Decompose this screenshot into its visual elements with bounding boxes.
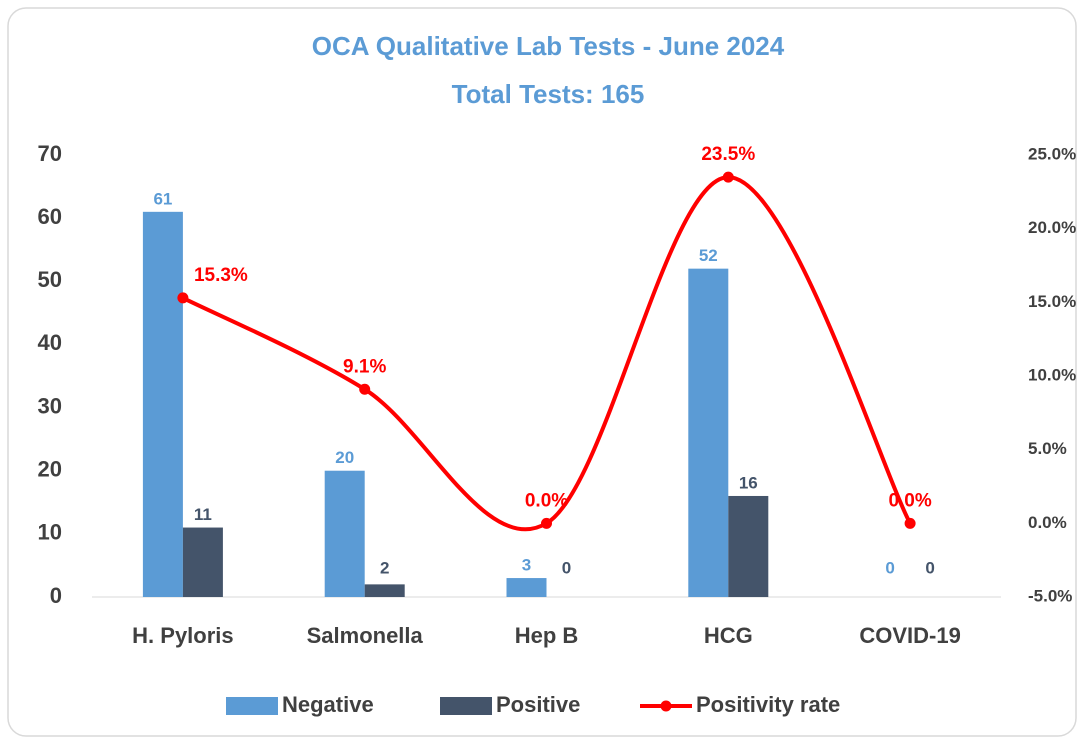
y2-tick-label: 25.0% — [1028, 144, 1076, 163]
line-value-label: 23.5% — [701, 144, 755, 165]
y2-tick-label: 20.0% — [1028, 218, 1076, 237]
y-tick-label: 40 — [38, 330, 62, 355]
bar — [728, 495, 769, 597]
bar — [688, 268, 729, 597]
line — [182, 175, 912, 532]
legend-label: Positivity rate — [696, 692, 840, 717]
legend-label: Negative — [282, 692, 374, 717]
bar-value-label: 2 — [380, 558, 389, 577]
bar-value-label: 11 — [194, 505, 212, 524]
y-tick-label: 20 — [38, 457, 62, 482]
x-tick-label: Hep B — [515, 623, 579, 648]
legend-label: Positive — [496, 692, 580, 717]
line-marker — [722, 171, 734, 183]
bar-value-label: 0 — [562, 558, 571, 577]
line-marker — [177, 292, 189, 304]
line-marker — [359, 383, 371, 395]
x-tick-label: Salmonella — [307, 623, 424, 648]
bar — [506, 578, 547, 597]
bar-value-label: 61 — [153, 189, 172, 208]
y2-tick-label: 15.0% — [1028, 292, 1076, 311]
chart-border — [7, 7, 1077, 737]
y-tick-label: 30 — [38, 393, 62, 418]
bar — [364, 584, 405, 597]
y-tick-label: 70 — [38, 141, 62, 166]
y2-tick-label: 0.0% — [1028, 513, 1067, 532]
y-tick-label: 50 — [38, 267, 62, 292]
line-marker — [541, 517, 552, 529]
line-value-label: 0.0% — [525, 490, 568, 511]
x-tick-label: COVID-19 — [859, 623, 960, 648]
legend-swatch — [660, 700, 672, 712]
y-tick-label: 0 — [50, 583, 62, 608]
bar-value-label: 0 — [925, 558, 934, 577]
chart-subtitle: Total Tests: 165 — [452, 79, 645, 109]
bar — [142, 211, 183, 598]
y2-tick-label: 5.0% — [1028, 439, 1067, 458]
line-value-label: 0.0% — [888, 490, 931, 511]
y2-tick-label: -5.0% — [1028, 586, 1072, 605]
bar-value-label: 3 — [522, 556, 531, 575]
chart-title: OCA Qualitative Lab Tests - June 2024 — [312, 31, 785, 61]
bar-value-label: 16 — [739, 473, 758, 492]
y-tick-label: 10 — [38, 520, 62, 545]
legend-swatch — [226, 697, 278, 715]
line-value-label: 15.3% — [194, 265, 248, 286]
y-tick-label: 60 — [38, 204, 62, 229]
bar — [324, 470, 365, 597]
bar-value-label: 52 — [699, 246, 718, 265]
x-tick-label: HCG — [704, 623, 753, 648]
bar — [182, 527, 223, 597]
legend-swatch — [440, 697, 492, 715]
y2-tick-label: 10.0% — [1028, 365, 1076, 384]
bar-value-label: 20 — [335, 448, 354, 467]
x-tick-label: H. Pyloris — [132, 623, 233, 648]
line-marker — [904, 517, 916, 529]
bar-value-label: 0 — [885, 558, 894, 577]
line-value-label: 9.1% — [343, 356, 386, 377]
